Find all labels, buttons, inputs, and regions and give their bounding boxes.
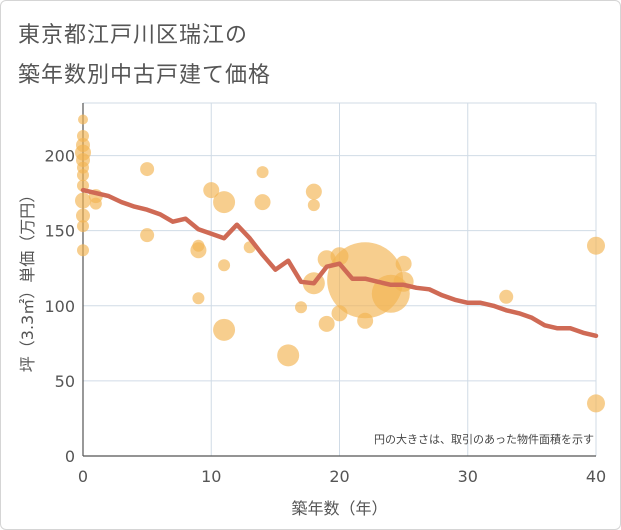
data-bubble — [254, 194, 271, 211]
data-bubble — [277, 344, 300, 367]
y-tick-label: 100 — [44, 297, 75, 316]
y-axis-label: 坪（3.3㎡）単価（万円） — [18, 187, 37, 372]
x-tick-label: 10 — [201, 467, 221, 486]
data-bubble — [192, 292, 205, 305]
data-bubble — [75, 192, 91, 209]
data-bubble — [318, 315, 335, 332]
data-bubble — [587, 394, 605, 413]
data-bubble — [190, 242, 207, 259]
data-bubble — [76, 208, 90, 223]
trend-series — [80, 187, 599, 339]
x-tick-label: 20 — [329, 467, 349, 486]
x-tick-label: 40 — [586, 467, 606, 486]
data-bubble — [307, 199, 320, 212]
y-tick-label: 0 — [65, 447, 75, 466]
axis-labels: 築年数（年） 坪（3.3㎡）単価（万円） 円の大きさは、取引のあった物件面積を示す — [18, 187, 594, 518]
data-bubble — [395, 255, 412, 272]
data-bubble — [77, 220, 89, 233]
data-bubble — [295, 301, 308, 314]
data-bubble — [256, 166, 269, 179]
data-bubble — [587, 236, 605, 255]
chart-title-line2: 築年数別中古戸建て価格 — [18, 63, 272, 88]
trend-line — [80, 187, 599, 339]
axes: 0 10 20 30 40 0 50 100 150 200 — [44, 103, 606, 486]
data-bubble — [140, 162, 155, 177]
x-axis-label: 築年数（年） — [291, 499, 387, 518]
data-bubble — [218, 259, 231, 272]
x-tick-label: 0 — [78, 467, 88, 486]
chart-title-line1: 東京都江戸川区瑞江の — [18, 23, 249, 48]
data-bubble — [78, 114, 88, 125]
data-bubble — [213, 318, 236, 341]
x-tick-label: 30 — [458, 467, 478, 486]
data-bubble — [357, 312, 374, 329]
data-bubble — [499, 289, 514, 304]
data-bubble — [77, 169, 89, 182]
data-bubble — [77, 244, 89, 257]
size-note: 円の大きさは、取引のあった物件面積を示す — [374, 432, 594, 446]
data-bubble — [89, 197, 102, 210]
data-bubble — [203, 182, 220, 199]
data-bubble — [213, 191, 236, 214]
data-bubble — [305, 183, 322, 200]
y-tick-label: 50 — [55, 372, 75, 391]
data-bubble — [140, 228, 155, 243]
y-tick-label: 150 — [44, 222, 75, 241]
y-tick-label: 200 — [44, 147, 75, 166]
